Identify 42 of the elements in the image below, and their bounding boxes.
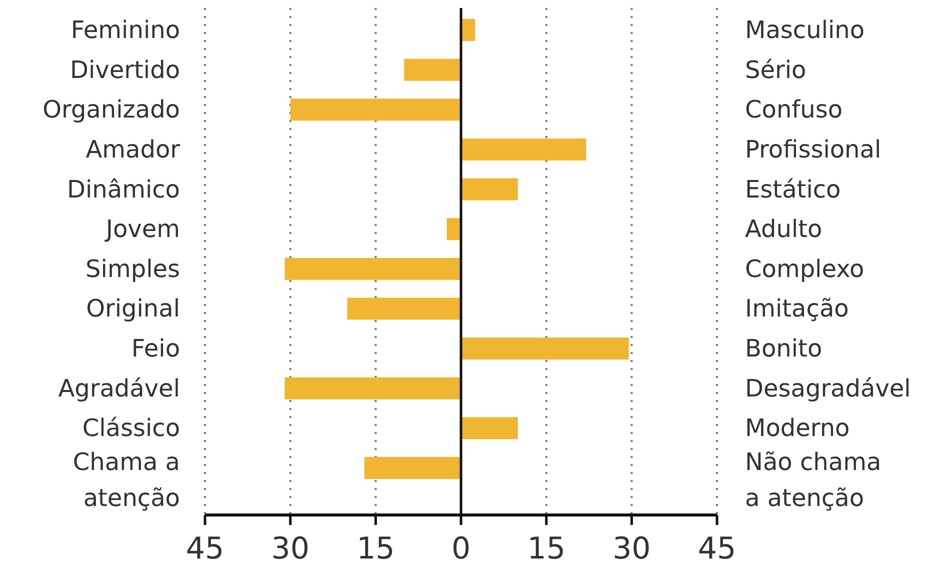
y-tick-label: Feminino [70,16,180,44]
bar [347,298,461,320]
x-tick-label: 15 [527,531,566,566]
y2-tick-label: Complexo [745,254,864,283]
bar [364,457,461,479]
y2-tick-label: Imitação [745,294,849,323]
bar [446,218,461,240]
y2-tick-label: Profissional [745,135,882,164]
y-tick-label: Organizado [42,96,180,124]
y2-tick-label: Moderno [745,414,850,442]
x-tick-label: 45 [698,531,736,566]
y-tick-label: Original [86,294,180,323]
bar [284,377,461,400]
y-tick-label: Feio [131,334,180,363]
y2-tick-label: Não chama a atenção [745,448,882,512]
y-tick-label: Agradável [58,374,180,402]
bar [290,98,461,121]
y-tick-label: Dinâmico [67,175,180,204]
x-tick-label: 30 [612,531,651,566]
y2-tick-label: Confuso [745,96,842,124]
bar [461,417,518,440]
bar [461,178,518,200]
x-tick-label: 45 [186,531,224,566]
y-tick-label: Amador [86,135,180,164]
y-tick-label: Jovem [104,215,180,244]
x-tick-label: 30 [271,531,310,566]
y2-tick-label: Bonito [745,334,822,363]
bar [404,58,461,81]
y2-tick-label: Adulto [745,215,822,244]
y2-tick-label: Masculino [745,16,865,44]
x-tick-label: 0 [451,531,471,566]
bar [284,258,461,280]
bar [461,138,586,160]
y-tick-label: Clássico [82,414,180,442]
y2-tick-label: Sério [745,56,806,84]
y2-tick-label: Desagradável [745,374,911,402]
bar [461,338,629,360]
y-tick-label: Simples [86,254,180,283]
y-tick-label: Chama a atenção [72,448,180,512]
y-tick-label: Divertido [70,56,180,84]
y2-tick-label: Estático [745,175,841,204]
x-tick-label: 15 [356,531,395,566]
